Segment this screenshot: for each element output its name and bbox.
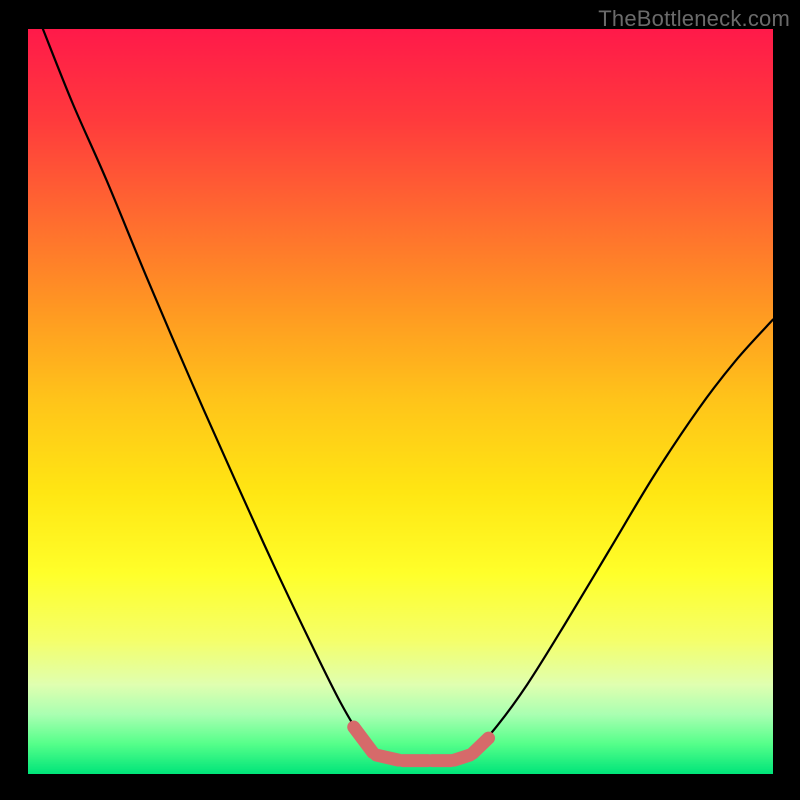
highlight-segment: [376, 755, 398, 760]
highlight-segment: [473, 738, 489, 753]
right-curve: [460, 320, 773, 760]
highlight-segment: [354, 727, 373, 752]
bottleneck-chart: [28, 29, 773, 774]
watermark-text: TheBottleneck.com: [598, 6, 790, 32]
left-curve: [43, 29, 382, 759]
chart-curves: [28, 29, 773, 774]
